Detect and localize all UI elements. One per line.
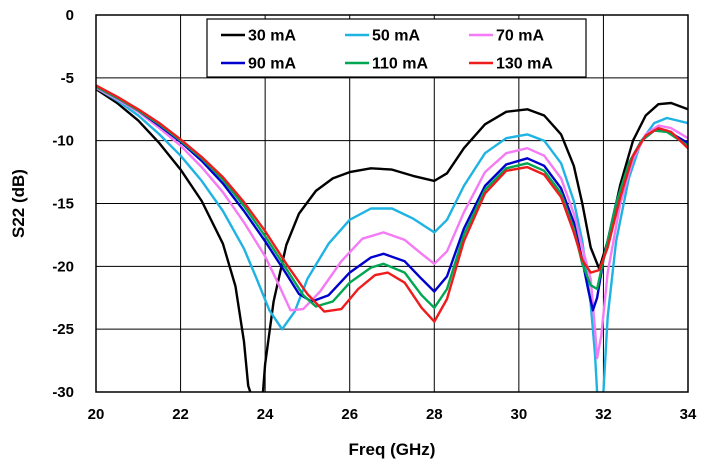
y-tick-label: 0 [66,7,74,24]
y-tick-label: -15 [52,196,74,213]
legend: 30 mA 50 mA 70 mA 90 mA 110 mA 130 mA [206,18,587,78]
legend-label: 30 mA [248,28,296,45]
x-tick-label: 34 [680,406,697,423]
x-tick-label: 32 [595,406,612,423]
y-tick-label: -20 [52,258,74,275]
x-tick-label: 28 [426,406,443,423]
x-tick-label: 22 [172,406,189,423]
x-tick-label: 26 [341,406,358,423]
series-line [96,86,688,392]
y-tick-label: -5 [61,70,74,87]
legend-label: 70 mA [496,28,544,45]
series-line [96,86,688,360]
x-axis-label: Freq (GHz) [349,440,436,459]
y-tick-label: -25 [52,321,74,338]
series-lines [96,84,688,392]
x-tick-labels: 20 22 24 26 28 30 32 34 [88,406,697,423]
x-tick-label: 30 [511,406,528,423]
plot-frame [95,14,689,393]
legend-label: 90 mA [248,56,296,73]
y-axis-label: S22 (dB) [9,169,28,238]
x-tick-label: 24 [257,406,274,423]
legend-label: 130 mA [496,56,553,73]
series-line [96,84,688,323]
x-tick-label: 20 [88,406,105,423]
legend-box [206,18,587,78]
y-tick-labels: 0 -5 -10 -15 -20 -25 -30 [52,7,74,401]
legend-label: 110 mA [372,56,428,73]
legend-label: 50 mA [372,28,420,45]
y-tick-label: -10 [52,133,74,150]
series-line [96,87,688,392]
y-tick-label: -30 [52,384,74,401]
